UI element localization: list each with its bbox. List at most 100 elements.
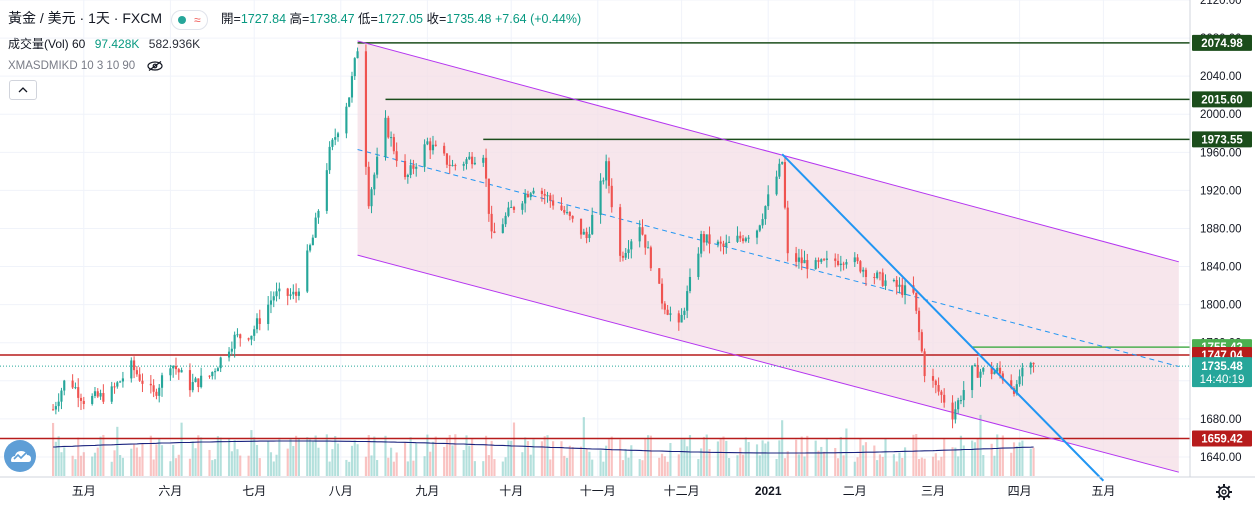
volume-bar <box>172 444 175 476</box>
volume-bar <box>817 450 820 476</box>
candle-body <box>920 332 923 352</box>
candle-body <box>334 137 337 140</box>
eye-crossed-icon[interactable] <box>147 60 163 71</box>
ohlc-low-value: 1727.05 <box>377 12 424 26</box>
candle-body <box>267 304 270 324</box>
candle-body <box>881 272 884 286</box>
volume-bar <box>350 445 354 476</box>
candle-body <box>392 137 395 152</box>
candle-body <box>728 241 731 243</box>
volume-bar <box>585 448 588 476</box>
y-tick-label: 2120.00 <box>1200 0 1242 7</box>
candle-body <box>390 137 393 139</box>
candle-body <box>1001 373 1004 381</box>
volume-bar <box>314 435 317 476</box>
candle-body <box>526 194 530 198</box>
candle-body <box>443 145 446 154</box>
volume-bar <box>856 457 859 476</box>
candle-body <box>549 195 552 201</box>
candle-body <box>582 231 585 235</box>
candle-body <box>482 157 485 163</box>
volume-bar <box>758 455 761 476</box>
candle-body <box>214 371 217 373</box>
collapse-legend-button[interactable] <box>9 80 37 100</box>
volume-bar <box>795 439 798 476</box>
indicator-label[interactable]: XMASDMIKD 10 3 10 90 <box>8 60 136 72</box>
candle-body <box>484 157 488 179</box>
volume-bar <box>308 439 312 476</box>
candle-body <box>834 258 837 261</box>
volume-bar <box>473 461 476 476</box>
volume-bar <box>822 451 826 476</box>
symbol-name[interactable]: 黃金 / 美元 · 1天 · FXCM <box>8 10 162 26</box>
candle-body <box>825 258 828 260</box>
volume-bar <box>373 436 376 476</box>
volume-bar <box>747 442 750 476</box>
candle-body <box>982 367 985 372</box>
volume-label[interactable]: 成交量(Vol) 60 <box>8 37 86 51</box>
volume-bar <box>387 457 390 476</box>
volume-bar <box>278 437 281 476</box>
candle-body <box>490 213 493 232</box>
volume-bar <box>451 445 454 476</box>
candle-body <box>783 162 787 208</box>
candle-body <box>395 151 398 161</box>
volume-bar <box>716 441 719 476</box>
volume-bar <box>954 447 957 476</box>
candle-body <box>686 291 689 311</box>
volume-bar <box>177 454 180 476</box>
volume-bar <box>269 452 273 476</box>
volume-bar <box>415 443 418 476</box>
status-pill[interactable]: ≈ <box>171 9 208 30</box>
candle-body <box>409 165 412 175</box>
tradingview-logo-icon[interactable] <box>4 440 36 472</box>
volume-bar <box>297 438 300 476</box>
candle-body <box>54 406 57 410</box>
candle-body <box>940 391 943 395</box>
volume-bar <box>912 434 915 476</box>
volume-bar <box>493 459 496 476</box>
candle-body <box>311 237 314 246</box>
volume-bar <box>973 442 976 476</box>
volume-bar <box>431 441 435 476</box>
volume-bar <box>236 449 239 476</box>
candle-body <box>532 190 535 194</box>
candle-body <box>758 225 761 231</box>
volume-bar <box>255 444 259 476</box>
candle-body <box>990 367 993 375</box>
volume-bar <box>443 446 446 476</box>
candle-body <box>859 261 862 272</box>
volume-bar <box>764 443 767 476</box>
ohlc-high-value: 1738.47 <box>309 12 355 26</box>
volume-bar <box>174 458 178 476</box>
candle-body <box>384 117 387 157</box>
volume-bar <box>688 435 692 476</box>
candle-body <box>778 163 781 177</box>
x-tick-label: 七月 <box>242 484 266 498</box>
volume-bar <box>529 454 532 476</box>
candle-body <box>524 194 527 204</box>
volume-bar <box>660 453 664 476</box>
candle-body <box>820 259 823 262</box>
market-open-dot-icon <box>178 15 187 24</box>
volume-bar <box>219 437 222 476</box>
candle-body <box>336 133 340 138</box>
volume-bar <box>836 458 840 476</box>
volume-bar <box>881 456 884 476</box>
candle-body <box>102 393 105 402</box>
volume-bar <box>149 435 152 476</box>
volume-bar <box>267 440 270 476</box>
candle-body <box>996 367 999 372</box>
candle-body <box>521 203 524 210</box>
gear-icon[interactable] <box>1215 483 1233 501</box>
candle-body <box>295 291 298 296</box>
volume-value-1: 97.428K <box>94 37 140 51</box>
volume-bar <box>331 449 334 476</box>
candle-body <box>971 365 974 391</box>
candle-body <box>641 227 644 235</box>
volume-bar <box>878 454 882 476</box>
volume-bar <box>806 435 809 476</box>
volume-bar <box>761 440 764 476</box>
volume-bar <box>57 436 60 476</box>
